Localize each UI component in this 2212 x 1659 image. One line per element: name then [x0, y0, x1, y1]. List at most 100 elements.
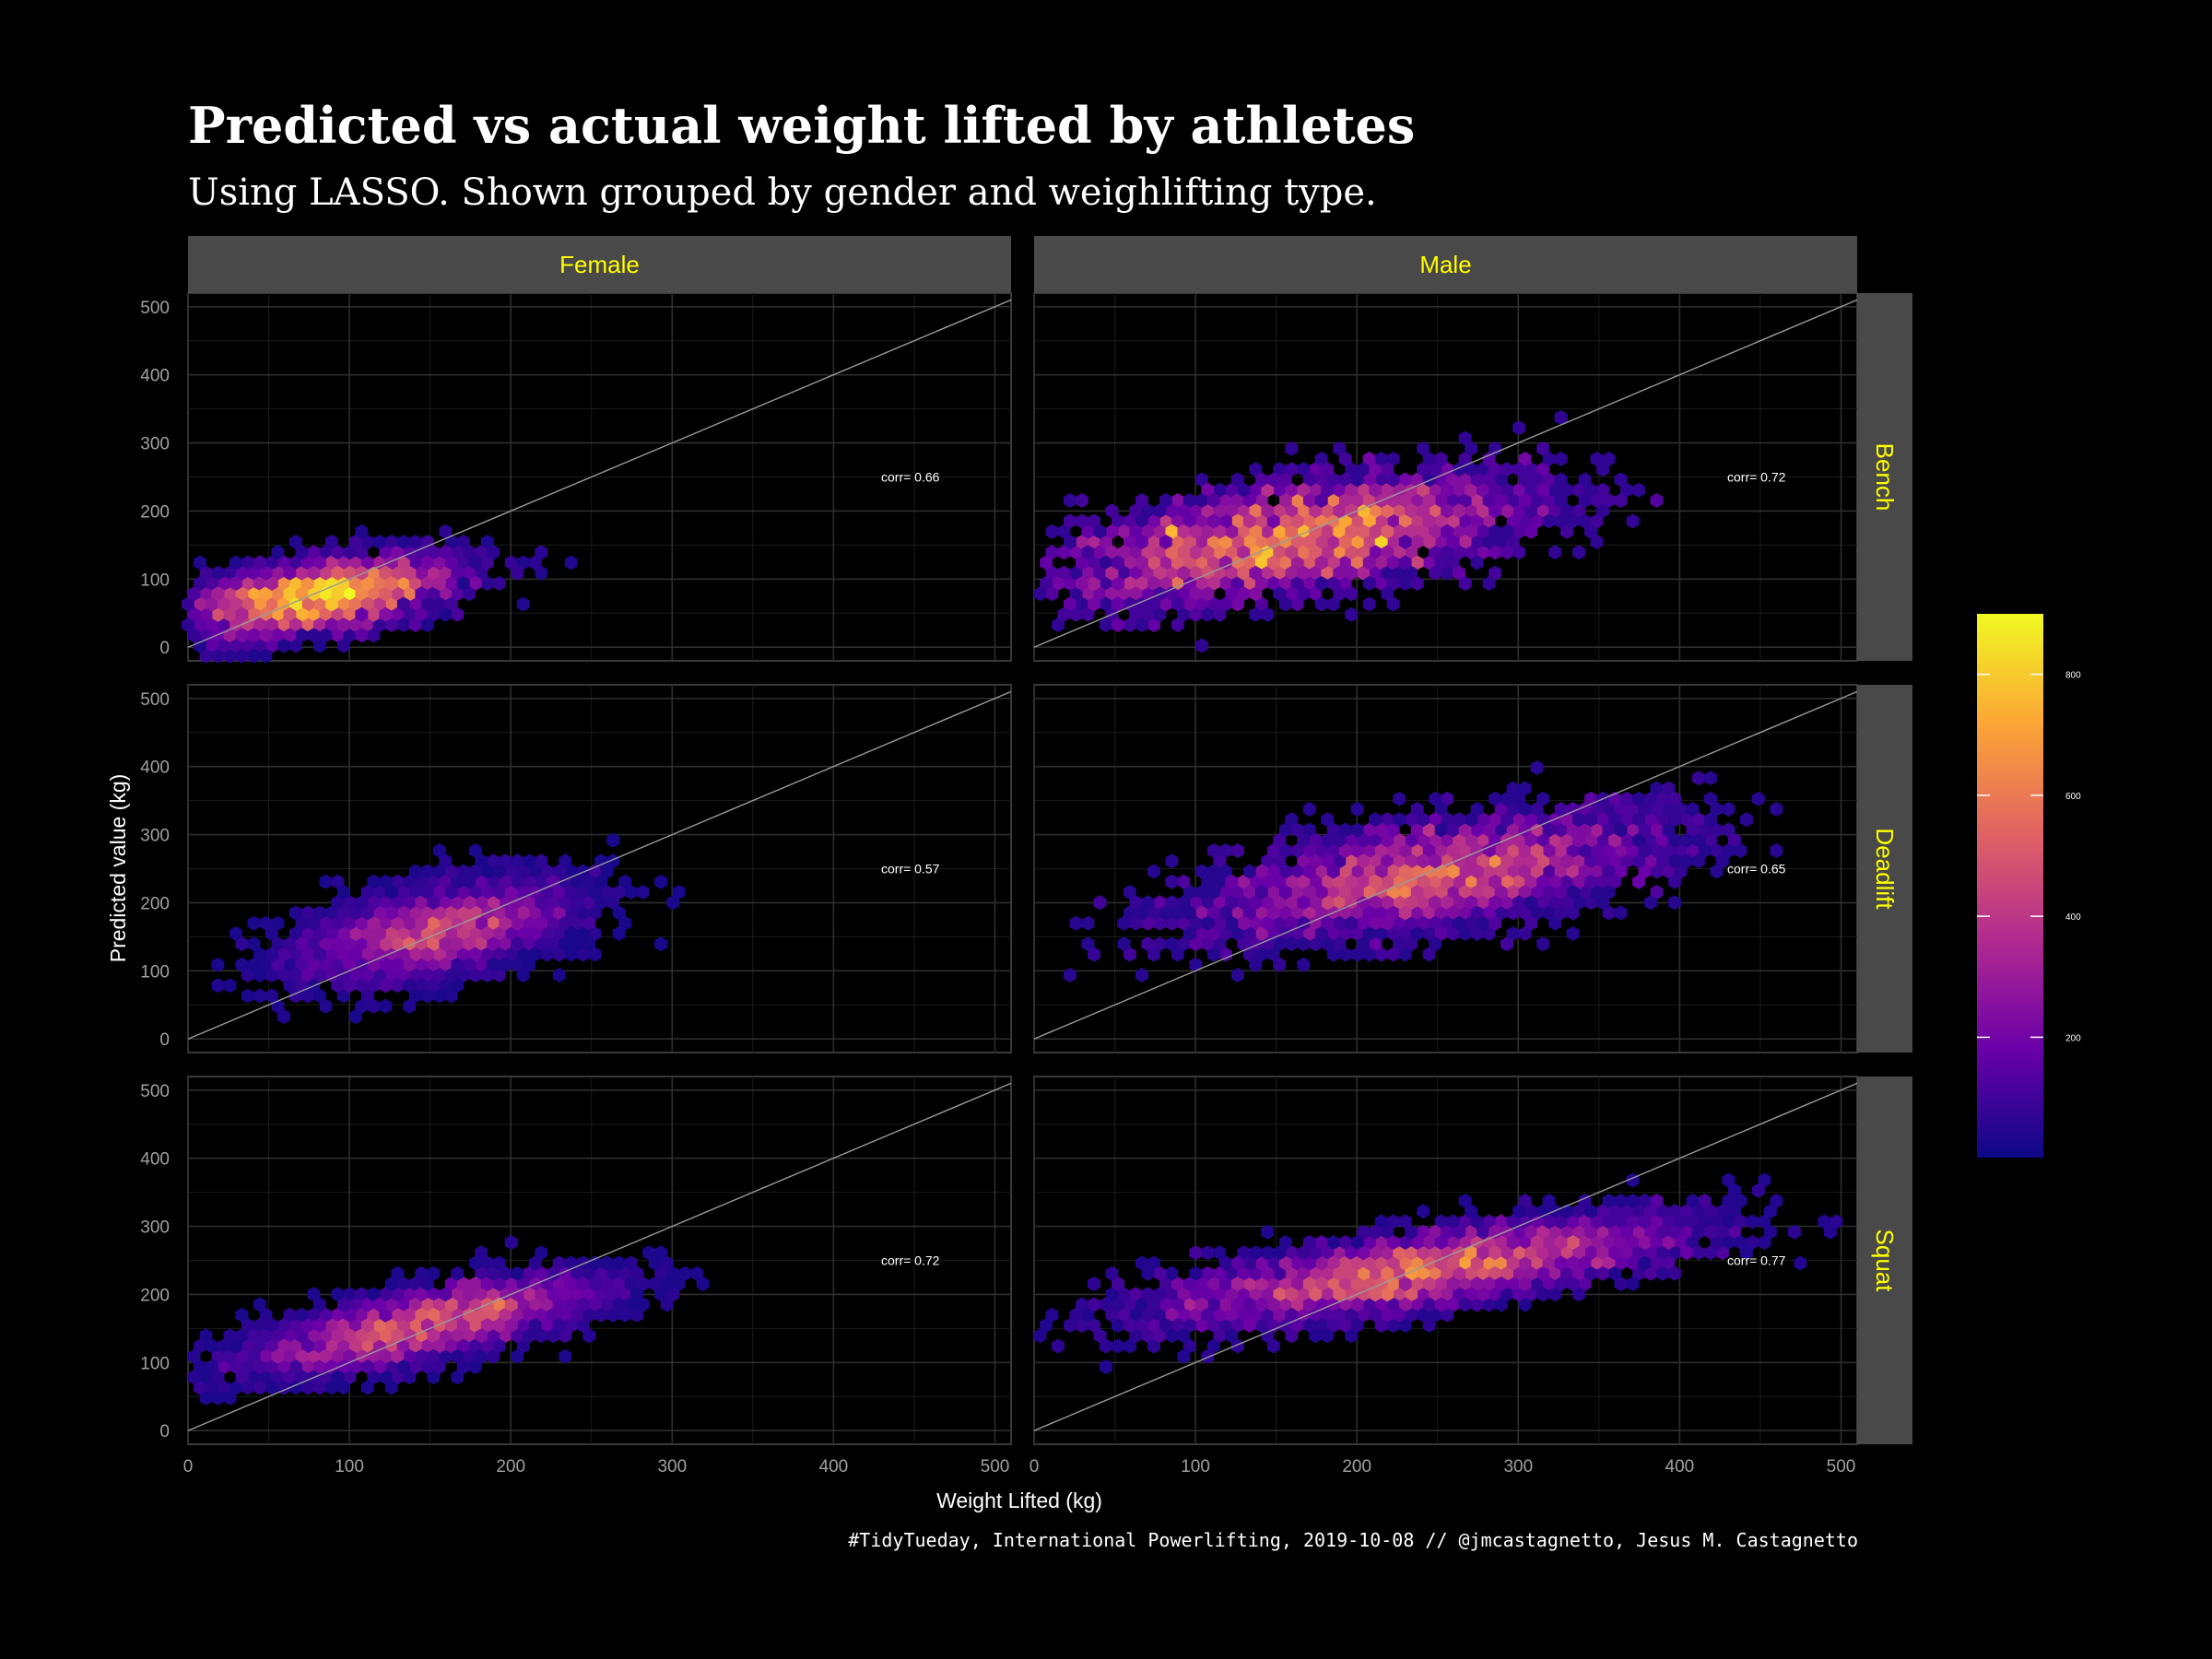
hexbin-cell [1261, 545, 1275, 560]
hexbin-cell [1584, 832, 1597, 848]
hexbin-cell [313, 926, 326, 941]
hexbin-cell [319, 1348, 333, 1364]
hexbin-cell [1542, 885, 1556, 900]
hexbin-cell [1530, 1255, 1544, 1271]
hexbin-cell [1201, 503, 1215, 519]
hexbin-cell [1309, 586, 1323, 602]
hexbin-cell [504, 885, 518, 900]
hexbin-cell [606, 853, 620, 869]
hexbin-cell [1650, 493, 1664, 508]
hexbin-cell [1453, 565, 1466, 581]
hexbin-cell [1362, 947, 1376, 962]
hexbin-cell [1290, 513, 1304, 529]
hexbin-cell [1548, 915, 1561, 931]
hexbin-cell [1536, 936, 1549, 952]
hexbin-cell [223, 565, 237, 581]
hexbin-cell [1206, 576, 1220, 591]
hexbin-cell [1141, 1328, 1155, 1344]
hexbin-cell [1662, 1214, 1676, 1230]
hexbin-cell [1052, 1338, 1065, 1354]
hexbin-cell [1446, 1214, 1460, 1230]
hexbin-cell [1105, 1287, 1119, 1302]
hexbin-cell [1668, 874, 1681, 889]
hexbin-cell [1218, 947, 1232, 962]
hexbin-cell [1345, 606, 1359, 622]
hexbin-cell [360, 535, 374, 549]
hexbin-cell [396, 1277, 410, 1291]
hexbin-cell [523, 1328, 536, 1344]
hexbin-cell [1321, 1287, 1335, 1302]
hexbin-cell [1117, 1287, 1131, 1302]
hexbin-cell [1230, 1277, 1244, 1291]
hexbin-cell [1278, 493, 1292, 508]
facet-strip-bench [1857, 293, 1912, 661]
hexbin-cell [253, 1318, 266, 1333]
hexbin-cell [1453, 482, 1466, 498]
hexbin-cell [1398, 926, 1412, 941]
hexbin-cell [1566, 864, 1580, 879]
hexbin-cell [547, 915, 560, 931]
hexbin-cell [1764, 1204, 1777, 1219]
hexbin-cell [1602, 864, 1616, 879]
hexbin-cell [1278, 926, 1292, 941]
hexbin-cell [1165, 936, 1179, 952]
hexbin-cell [1410, 822, 1424, 838]
hexbin-cell [211, 586, 225, 602]
hexbin-cell [1076, 493, 1088, 508]
hexbin-cell [432, 843, 446, 858]
hexbin-cell [1141, 545, 1155, 560]
hexbin-cell [420, 885, 434, 900]
hexbin-cell [360, 1359, 374, 1374]
hexbin-cell [372, 1359, 386, 1374]
hexbin-cell [289, 947, 302, 962]
hexbin-cell [277, 555, 290, 571]
hexbin-cell [468, 1255, 482, 1271]
hexbin-cell [1165, 545, 1179, 560]
hexbin-cell [1482, 535, 1496, 549]
hexbin-cell [1333, 874, 1347, 889]
hexbin-cell [1314, 864, 1328, 879]
hexbin-cell [1177, 1307, 1191, 1323]
hexbin-cell [1201, 565, 1215, 581]
hexbin-cell [1512, 1245, 1525, 1261]
hexbin-cell [1189, 606, 1203, 622]
hexbin-cell [1524, 1287, 1537, 1302]
facet-strip-label: Bench [1871, 443, 1899, 512]
hexbin-cell [451, 978, 465, 994]
hexbin-cell [379, 998, 393, 1014]
hexbin-cell [480, 947, 494, 962]
hexbin-cell [199, 628, 213, 643]
hexbin-cell [259, 1328, 273, 1344]
hexbin-cell [427, 1328, 441, 1344]
hexbin-cell [1494, 885, 1508, 900]
hexbin-cell [1333, 503, 1347, 519]
hexbin-cell [235, 628, 249, 643]
hexbin-cell [451, 957, 465, 972]
hexbin-cell [1177, 503, 1191, 519]
hexbin-cell [1369, 1287, 1382, 1302]
hexbin-cell [295, 1307, 309, 1323]
hexbin-cell [1453, 853, 1466, 869]
hexbin-cell [218, 1338, 230, 1354]
hexbin-cell [1638, 864, 1652, 879]
hexbin-cell [1584, 482, 1597, 498]
hexbin-cell [535, 915, 548, 931]
hexbin-cell [1141, 895, 1155, 911]
hexbin-cell [499, 1265, 512, 1281]
hexbin-cell [1446, 493, 1460, 508]
hexbin-cell [1182, 1297, 1196, 1312]
hexbin-cell [1135, 535, 1148, 549]
hexbin-cell [1536, 874, 1549, 889]
hexbin-cell [427, 545, 441, 560]
hexbin-cell [1494, 1277, 1508, 1291]
hexbin-cell [511, 1348, 524, 1364]
hexbin-cell [1159, 1297, 1172, 1312]
hexbin-cell [1441, 565, 1454, 581]
hexbin-cell [1141, 915, 1155, 931]
hexbin-cell [1650, 822, 1664, 838]
hexbin-cell [307, 1307, 321, 1323]
hexbin-cell [1285, 936, 1299, 952]
hexbin-cell [1572, 832, 1585, 848]
hexbin-cell [1285, 874, 1299, 889]
hexbin-cell [1470, 535, 1484, 549]
